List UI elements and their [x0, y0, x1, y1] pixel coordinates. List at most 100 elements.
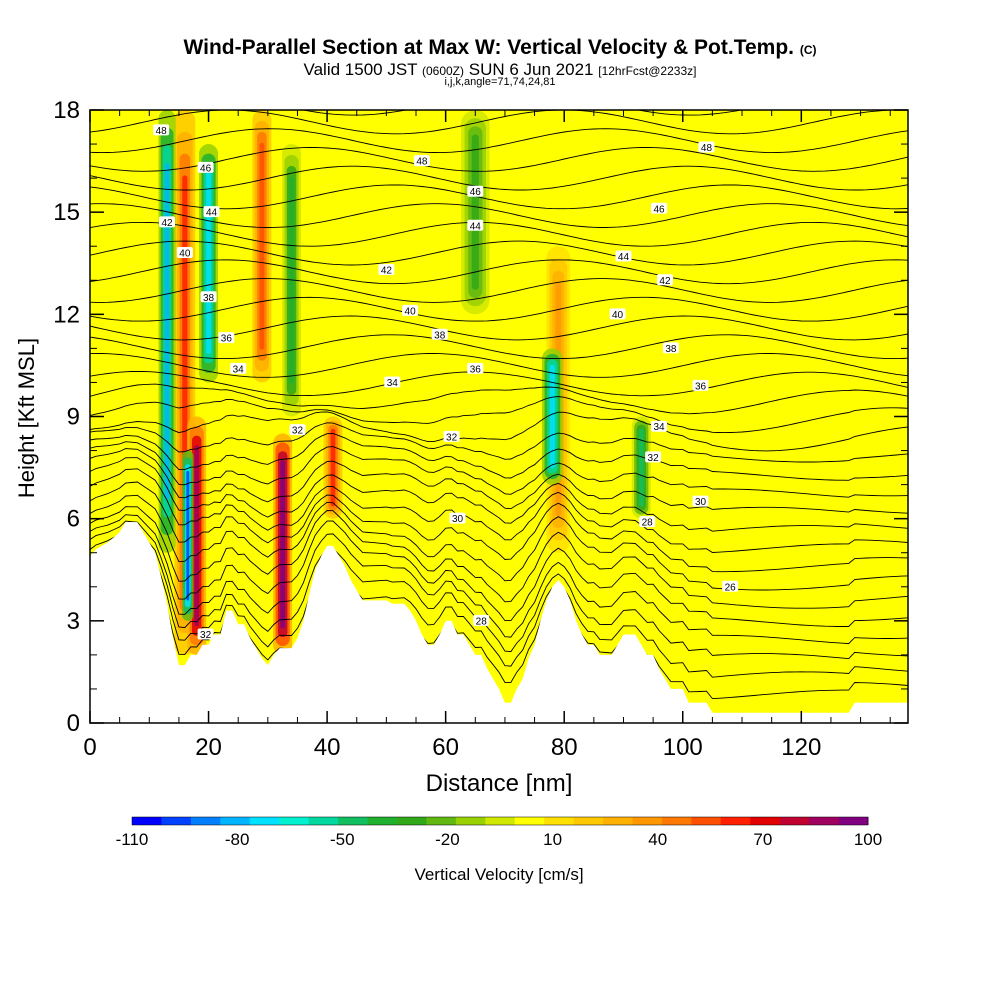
isentrope-line [90, 370, 908, 397]
isentrope-line [90, 240, 908, 266]
colorbar-swatch [455, 817, 486, 825]
y-tick-label: 18 [53, 97, 80, 124]
updraft-band [330, 428, 336, 507]
isentrope-label: 36 [470, 364, 482, 375]
colorbar-label: Vertical Velocity [cm/s] [414, 865, 583, 884]
colorbar-tick-label: -20 [435, 830, 460, 849]
isentrope-label-box [402, 304, 419, 316]
isentrope-label-box [645, 451, 662, 463]
colorbar-swatch [838, 817, 869, 825]
isentrope-line [90, 184, 908, 210]
x-tick-label: 120 [781, 734, 821, 761]
colorbar-swatch [338, 817, 369, 825]
colorbar-swatch [809, 817, 840, 825]
isentrope-label: 42 [161, 218, 173, 229]
isentrope-label: 48 [156, 126, 168, 137]
downdraft-band [186, 470, 190, 601]
colorbar-swatch [367, 817, 398, 825]
colorbar: -110 -80 -50 -20 10 40 70 100 [116, 816, 882, 849]
colorbar-swatch [220, 817, 251, 825]
isentrope-label: 32 [200, 630, 212, 641]
chart-title: Wind-Parallel Section at Max W: Vertical… [0, 36, 1000, 60]
isentrope-line [90, 411, 908, 452]
isentrope-label-box [218, 332, 235, 344]
colorbar-swatch [720, 817, 751, 825]
isentrope-label: 42 [659, 276, 671, 287]
grid-info: i,j,k,angle=71,74,24,81 [444, 76, 556, 88]
isentrope-label: 40 [405, 306, 417, 317]
colorbar-swatch [603, 817, 633, 825]
isentrope-label: 32 [446, 432, 458, 443]
y-tick-label: 3 [67, 608, 80, 635]
colorbar-swatch [485, 817, 516, 825]
chart-title-tag: (C) [799, 43, 817, 57]
downdraft-band [206, 172, 211, 354]
isentrope-line [90, 110, 908, 135]
colorbar-swatch [308, 817, 339, 825]
isentrope-label-box [467, 185, 484, 197]
isentrope-line [90, 353, 908, 378]
valid-prefix: Valid 1500 JST [303, 60, 418, 79]
colorbar-swatch [750, 817, 781, 825]
isentrope-label-box [639, 516, 656, 528]
isentrope-line [90, 457, 908, 532]
isentrope-label-box [197, 628, 214, 640]
isentrope-line [90, 278, 908, 303]
isentrope-label: 36 [695, 381, 707, 392]
colorbar-tick-label: 10 [543, 830, 562, 849]
downdraft-band [638, 428, 644, 507]
colorbar-tick-label: -50 [330, 830, 355, 849]
isentrope-label: 36 [221, 334, 233, 345]
x-tick-label: 80 [551, 734, 578, 761]
colorbar-swatch [632, 817, 663, 825]
isentrope-label: 46 [200, 163, 212, 174]
isentrope-label: 42 [381, 266, 393, 277]
isentrope-label: 38 [203, 293, 215, 304]
isentrope-line [90, 422, 908, 463]
isentrope-line [90, 494, 908, 591]
isentrope-label: 28 [476, 616, 488, 627]
updraft-band [194, 445, 200, 627]
isentrope-line [90, 221, 908, 247]
valid-date: SUN 6 Jun 2021 [468, 60, 594, 79]
isentrope-line [90, 147, 908, 172]
isentrope-line [90, 203, 908, 228]
colorbar-swatch [132, 817, 162, 825]
isentrope-label: 32 [292, 426, 304, 437]
x-axis-label: Distance [nm] [426, 770, 573, 797]
isentrope-label-box [431, 328, 448, 340]
isentrope-label: 28 [642, 518, 654, 529]
x-tick-label: 40 [314, 734, 341, 761]
isentrope-label-box [203, 206, 220, 218]
isentrope-label: 38 [434, 330, 446, 341]
isentrope-label: 48 [416, 157, 428, 168]
isentrope-label-box [467, 219, 484, 231]
isentrope-label-box [651, 202, 668, 214]
isentrope-label-box [467, 362, 484, 374]
colorbar-swatch [544, 817, 575, 825]
colorbar-swatch [190, 817, 221, 825]
isentrope-label-box [473, 614, 490, 626]
isentrope-label-box [176, 247, 193, 259]
colorbar-tick-label: -110 [116, 830, 149, 849]
y-tick-label: 12 [53, 301, 80, 328]
isentrope-label: 44 [470, 221, 482, 232]
colorbar-tick-label: 100 [854, 830, 882, 849]
isentrope-line [90, 448, 908, 514]
colorbar-swatch [573, 817, 604, 825]
isentrope-line [90, 527, 908, 660]
chart-subtitle: Valid 1500 JST (0600Z) SUN 6 Jun 2021 [1… [0, 60, 1000, 80]
terrain-mask [90, 522, 908, 723]
colorbar-tick-label: -80 [225, 830, 250, 849]
colorbar-swatch [279, 817, 310, 825]
downdraft-band [549, 364, 555, 469]
colorbar-swatch [426, 817, 457, 825]
x-tick-label: 0 [83, 734, 96, 761]
isentrope-label-box [200, 291, 217, 303]
isentrope-label: 48 [701, 143, 713, 154]
updraft-band [259, 142, 265, 350]
colorbar-swatch [661, 817, 692, 825]
isentrope-label-box [692, 379, 709, 391]
isentrope-label-box [159, 216, 176, 228]
